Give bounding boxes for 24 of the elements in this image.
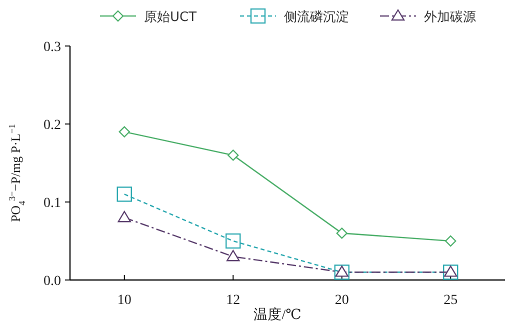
point — [443, 264, 458, 280]
point — [334, 264, 350, 280]
point — [118, 211, 131, 222]
x-tick-label: 20 — [334, 293, 349, 308]
y-tick-label: 0.1 — [44, 196, 61, 211]
point — [444, 266, 458, 277]
legend-label: 侧流磷沉淀 — [284, 9, 349, 25]
legend-label: 外加碳源 — [424, 10, 476, 25]
x-tick-label: 10 — [117, 293, 132, 308]
y-tick-label: 0.2 — [44, 118, 61, 133]
point — [116, 186, 132, 202]
x-axis-title: 温度/℃ — [254, 307, 302, 323]
point — [445, 235, 456, 247]
point — [335, 266, 348, 277]
point — [226, 250, 240, 262]
point — [228, 150, 239, 161]
point — [118, 126, 130, 138]
point — [336, 228, 348, 239]
point — [226, 233, 241, 249]
x-tick-label: 12 — [226, 293, 240, 308]
legend-label: 原始UCT — [144, 10, 197, 25]
x-tick-label: 25 — [444, 293, 458, 308]
y-tick-label: 0.0 — [44, 274, 61, 289]
y-tick-label: 0.3 — [44, 40, 61, 55]
